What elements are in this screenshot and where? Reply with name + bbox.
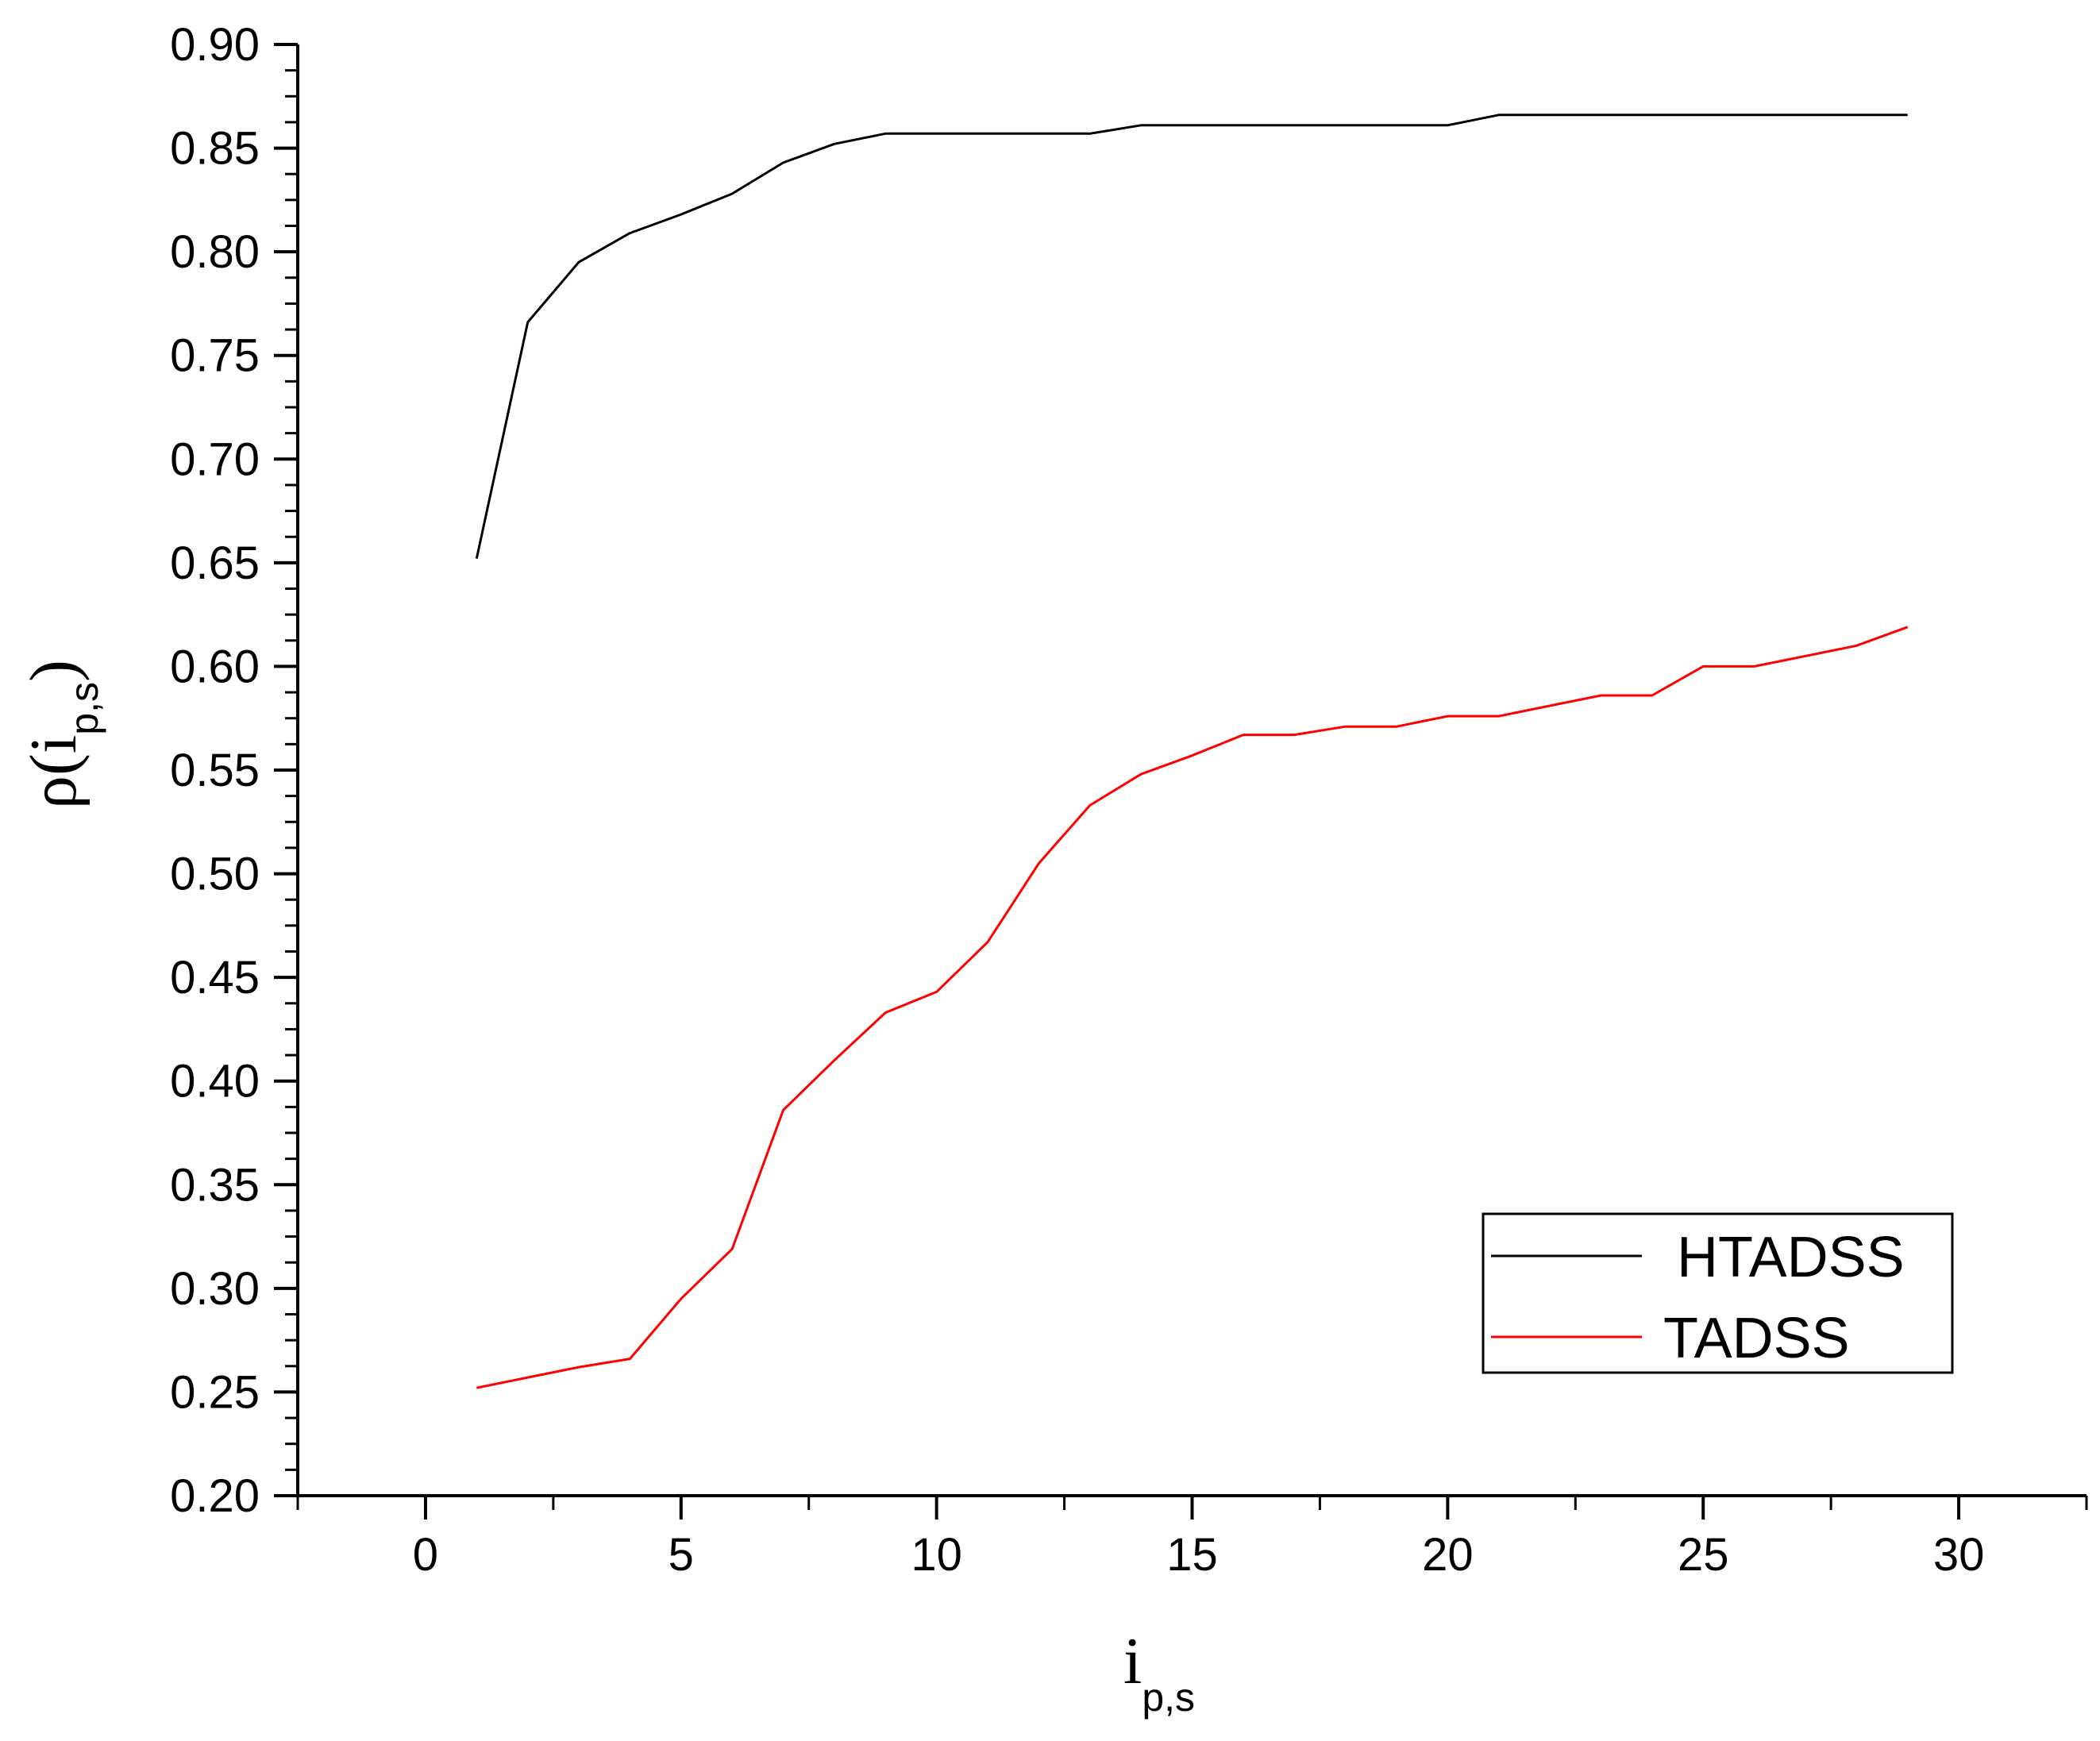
series-line-htadss — [475, 114, 1908, 559]
y-tick-label: 0.55 — [170, 745, 260, 796]
legend-label-htadss: HTADSS — [1677, 1226, 1905, 1289]
y-tick-label: 0.40 — [170, 1056, 260, 1107]
x-tick-label: 0 — [413, 1529, 438, 1581]
axis-ticks: 0.20 0.25 0.30 0.35 0.40 0.45 0.50 0.55 0.60 0.65… — [170, 19, 2088, 1581]
y-axis-title: ρ(ip,s) — [17, 660, 106, 809]
y-tick-label: 0.80 — [170, 226, 260, 278]
y-tick-label: 0.70 — [170, 433, 260, 485]
y-tick-label: 0.25 — [170, 1366, 260, 1418]
x-axis-title: ip,s — [1123, 1624, 1195, 1720]
x-tick-label: 10 — [911, 1529, 962, 1581]
y-tick-label: 0.60 — [170, 641, 260, 692]
legend-box — [1482, 1212, 1954, 1374]
x-tick-label: 25 — [1678, 1529, 1729, 1581]
legend: HTADSS TADSS — [1482, 1212, 1954, 1374]
y-tick-label: 0.50 — [170, 849, 260, 900]
series-layer — [475, 114, 1909, 1389]
x-axis-title-subscript: p,s — [1142, 1675, 1195, 1720]
x-tick-label: 15 — [1166, 1529, 1218, 1581]
y-tick-label: 0.65 — [170, 537, 260, 589]
y-axis-title-subscript: p,s — [62, 682, 106, 735]
y-tick-label: 0.85 — [170, 123, 260, 175]
y-tick-label: 0.35 — [170, 1159, 260, 1211]
y-tick-label: 0.90 — [170, 19, 260, 71]
y-axis-title-close: ) — [17, 660, 91, 682]
y-tick-label: 0.45 — [170, 952, 260, 1003]
x-axis-title-main: i — [1123, 1624, 1142, 1698]
x-tick-label: 30 — [1933, 1529, 1985, 1581]
y-tick-label: 0.75 — [170, 330, 260, 382]
x-tick-label: 5 — [669, 1529, 694, 1581]
y-tick-label: 0.20 — [170, 1470, 260, 1522]
x-tick-label: 20 — [1422, 1529, 1474, 1581]
y-axis-title-main: ρ(i — [17, 735, 91, 809]
y-tick-label: 0.30 — [170, 1263, 260, 1315]
legend-label-tadss: TADSS — [1663, 1307, 1850, 1370]
series-line-tadss — [476, 626, 1909, 1389]
